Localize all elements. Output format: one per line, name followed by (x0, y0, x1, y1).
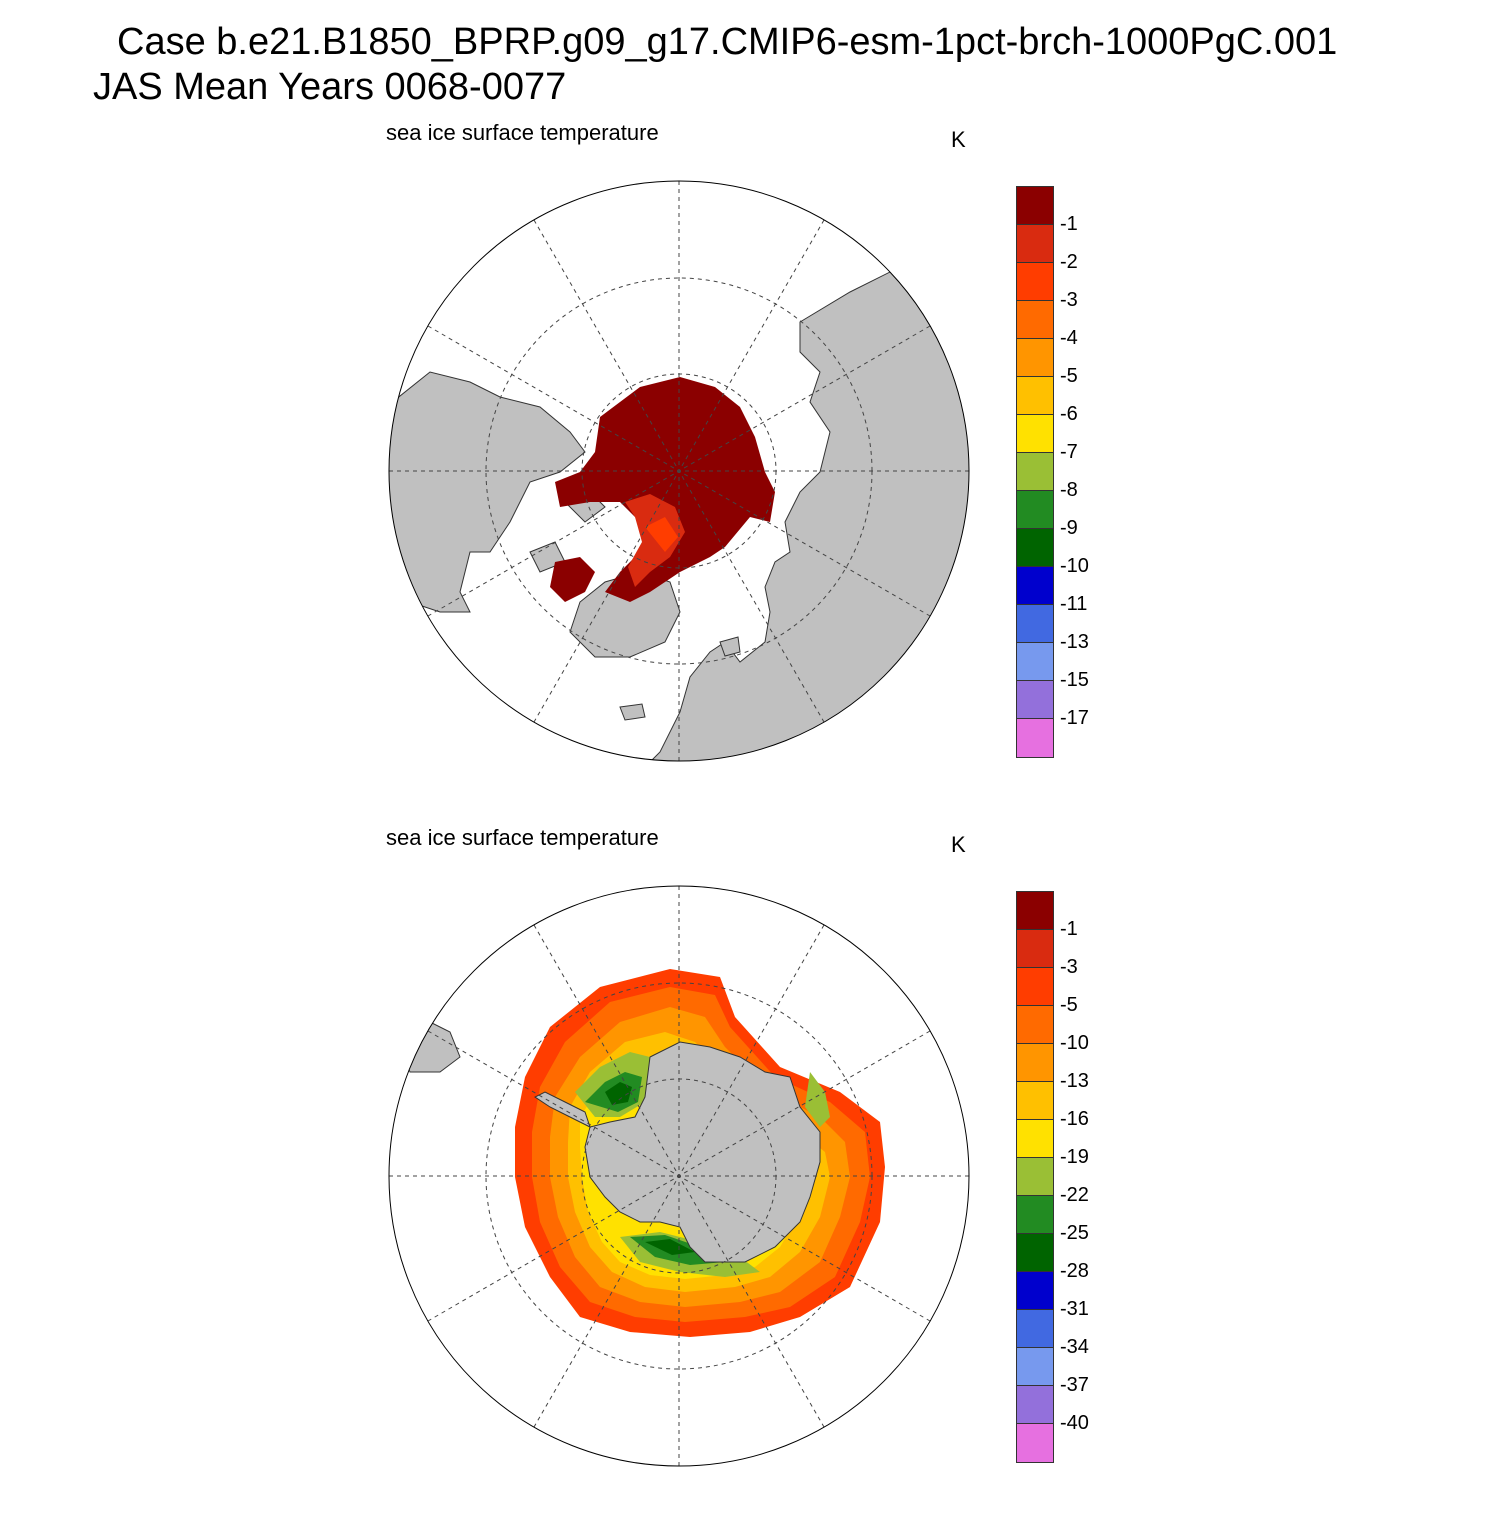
svalbard-land (719, 636, 741, 657)
north-america-land (389, 371, 586, 613)
antarctica-land (584, 1041, 821, 1263)
colorbar-tick-label: -17 (1060, 707, 1089, 729)
north-polar-panel: sea ice surface temperature K (0, 110, 1500, 810)
greenland-land (569, 571, 681, 658)
colorbar-tick-label: -28 (1060, 1260, 1089, 1282)
colorbar-box (1017, 1424, 1053, 1462)
colorbar-box (1017, 1348, 1053, 1386)
colorbar-tick-label: -37 (1060, 1374, 1089, 1396)
unit-label: K (951, 127, 966, 152)
sea-ice-region-west (550, 557, 595, 602)
colorbar-tick-label: -25 (1060, 1222, 1089, 1244)
colorbar-box (1017, 187, 1053, 225)
colorbar-box (1017, 643, 1053, 681)
colorbar (1016, 186, 1054, 758)
colorbar-tick-label: -8 (1060, 479, 1078, 501)
graticule (389, 886, 969, 1466)
colorbar-tick-label: -1 (1060, 213, 1078, 235)
colorbar-tick-label: -16 (1060, 1108, 1089, 1130)
colorbar-box (1017, 453, 1053, 491)
colorbar-box (1017, 415, 1053, 453)
colorbar-tick-label: -7 (1060, 441, 1078, 463)
unit-label: K (951, 832, 966, 857)
sea-ice-band-darkgreen (605, 1082, 632, 1105)
colorbar-tick-label: -3 (1060, 289, 1078, 311)
colorbar (1016, 891, 1054, 1463)
colorbar-tick-label: -5 (1060, 365, 1078, 387)
colorbar-tick-label: -4 (1060, 327, 1078, 349)
colorbar-box (1017, 529, 1053, 567)
sea-ice-bands (399, 969, 885, 1337)
colorbar-tick-label: -19 (1060, 1146, 1089, 1168)
colorbar-tick-label: -40 (1060, 1412, 1089, 1434)
colorbar-box (1017, 567, 1053, 605)
colorbar-box (1017, 719, 1053, 757)
iceland-land (619, 703, 646, 721)
south-polar-map (388, 885, 970, 1467)
colorbar-tick-label: -1 (1060, 918, 1078, 940)
colorbar-tick-label: -13 (1060, 1070, 1089, 1092)
colorbar-tick-label: -10 (1060, 1032, 1089, 1054)
colorbar-tick-label: -9 (1060, 517, 1078, 539)
panel-title: sea ice surface temperature (386, 120, 659, 145)
colorbar-tick-label: -5 (1060, 994, 1078, 1016)
colorbar-tick-label: -13 (1060, 631, 1089, 653)
colorbar-box (1017, 1006, 1053, 1044)
figure-title-line2: JAS Mean Years 0068-0077 (93, 66, 567, 108)
south-polar-panel: sea ice surface temperature K (0, 815, 1500, 1515)
sea-ice-region-warm (625, 494, 685, 587)
map-border (388, 885, 970, 1467)
colorbar-tick-label: -22 (1060, 1184, 1089, 1206)
colorbar-box (1017, 377, 1053, 415)
sea-ice-band-lightgreen (805, 1072, 830, 1127)
colorbar-box (1017, 968, 1053, 1006)
map-border (388, 180, 970, 762)
colorbar-box (1017, 1196, 1053, 1234)
colorbar-box (1017, 301, 1053, 339)
sea-ice-region-dark (555, 377, 775, 602)
colorbar-tick-label: -31 (1060, 1298, 1089, 1320)
sea-ice-band-darkgreen (645, 1239, 695, 1255)
colorbar-box (1017, 339, 1053, 377)
colorbar-box (1017, 681, 1053, 719)
panel-title: sea ice surface temperature (386, 825, 659, 850)
colorbar-box (1017, 1120, 1053, 1158)
figure-title-line1: Case b.e21.B1850_BPRP.g09_g17.CMIP6-esm-… (117, 21, 1338, 63)
colorbar-box (1017, 605, 1053, 643)
colorbar-box (1017, 930, 1053, 968)
colorbar-box (1017, 892, 1053, 930)
colorbar-box (1017, 225, 1053, 263)
colorbar-box (1017, 263, 1053, 301)
north-polar-map (388, 180, 970, 762)
colorbar-tick-label: -10 (1060, 555, 1089, 577)
colorbar-box (1017, 1310, 1053, 1348)
colorbar-tick-label: -2 (1060, 251, 1078, 273)
colorbar-tick-label: -6 (1060, 403, 1078, 425)
graticule (389, 181, 969, 761)
sea-ice-region-orange (645, 517, 678, 552)
colorbar-box (1017, 1234, 1053, 1272)
colorbar-tick-label: -3 (1060, 956, 1078, 978)
colorbar-box (1017, 1082, 1053, 1120)
colorbar-tick-label: -15 (1060, 669, 1089, 691)
colorbar-box (1017, 1386, 1053, 1424)
colorbar-tick-label: -11 (1060, 593, 1088, 615)
colorbar-box (1017, 1044, 1053, 1082)
colorbar-box (1017, 491, 1053, 529)
colorbar-box (1017, 1272, 1053, 1310)
colorbar-tick-label: -34 (1060, 1336, 1089, 1358)
colorbar-box (1017, 1158, 1053, 1196)
